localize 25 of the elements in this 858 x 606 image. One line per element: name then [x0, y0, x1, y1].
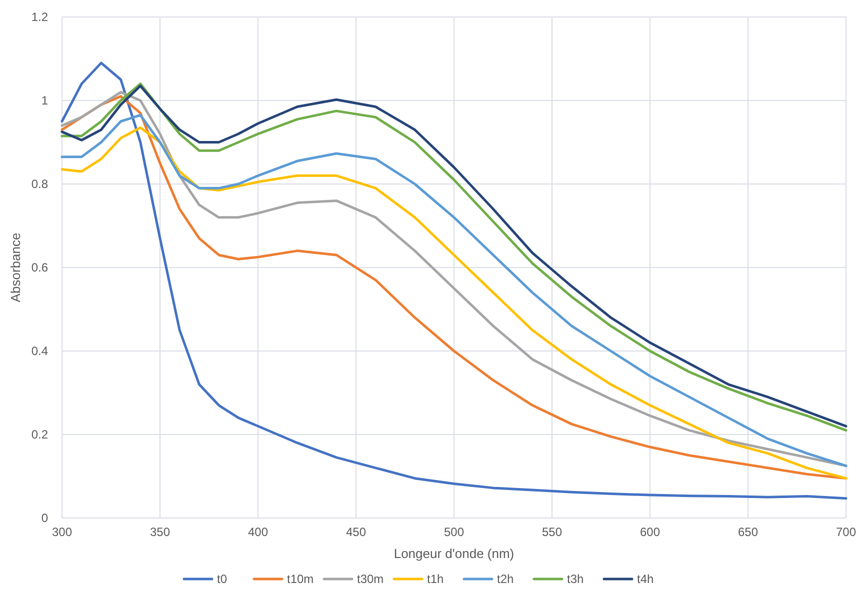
legend-label: t30m [357, 572, 384, 586]
y-tick-label: 1.2 [31, 10, 48, 24]
legend-label: t0 [217, 572, 228, 586]
x-axis-title: Longeur d'onde (nm) [394, 546, 514, 561]
y-axis-title: Absorbance [8, 232, 23, 302]
x-tick-label: 600 [640, 525, 660, 539]
legend-label: t3h [567, 572, 584, 586]
y-tick-label: 0.4 [31, 344, 48, 358]
x-tick-label: 650 [738, 525, 758, 539]
x-tick-label: 350 [150, 525, 170, 539]
x-tick-label: 700 [836, 525, 856, 539]
legend-label: t2h [497, 572, 514, 586]
y-tick-label: 1 [41, 94, 48, 108]
legend-label: t4h [637, 572, 654, 586]
y-tick-label: 0.8 [31, 177, 48, 191]
x-tick-label: 500 [444, 525, 464, 539]
x-tick-label: 450 [346, 525, 366, 539]
legend-label: t1h [427, 572, 444, 586]
x-tick-label: 550 [542, 525, 562, 539]
x-tick-label: 400 [248, 525, 268, 539]
legend-label: t10m [287, 572, 314, 586]
y-tick-label: 0.2 [31, 428, 48, 442]
y-tick-label: 0.6 [31, 260, 48, 274]
y-tick-label: 0 [41, 511, 48, 525]
x-tick-label: 300 [52, 525, 72, 539]
